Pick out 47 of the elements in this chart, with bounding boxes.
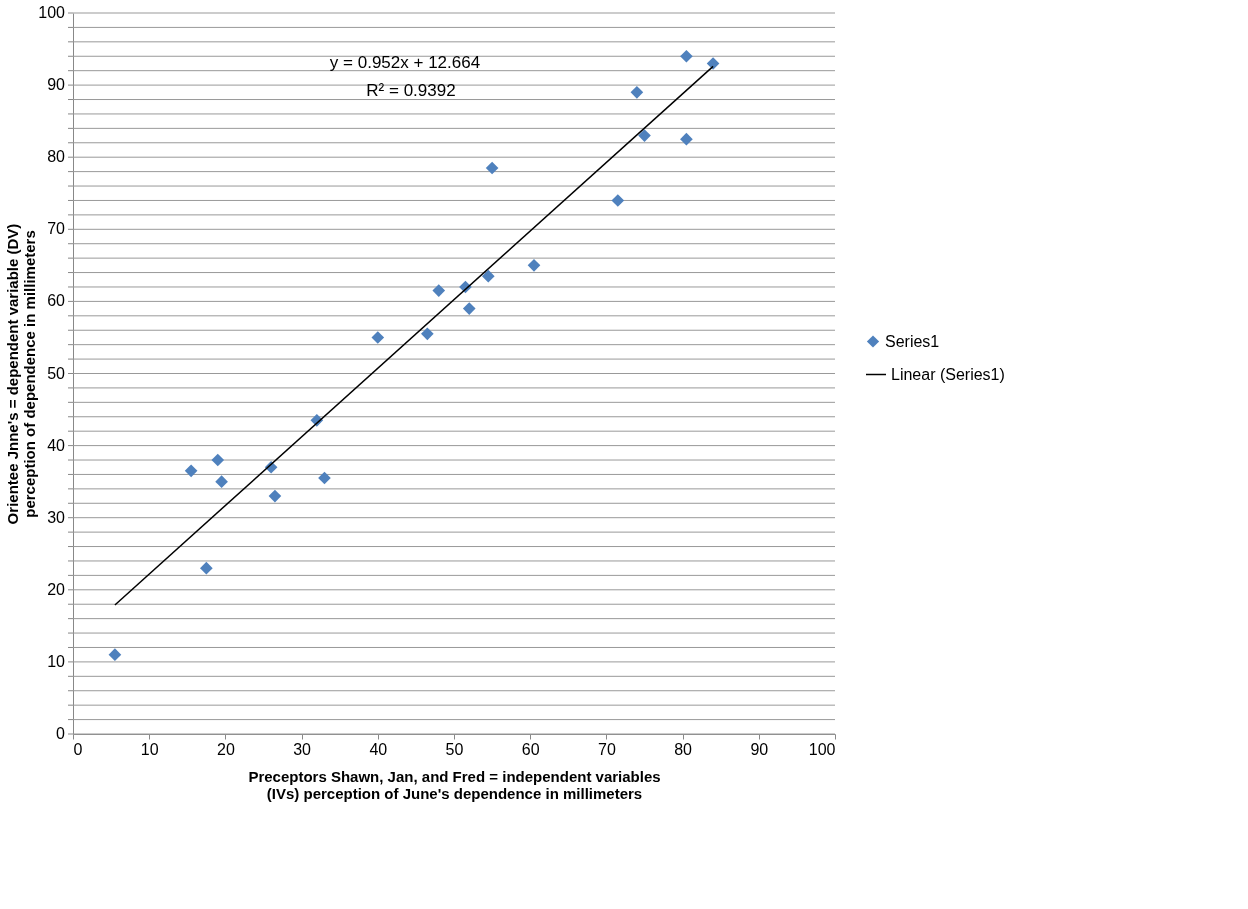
y-tick-label: 0 <box>56 725 66 742</box>
annotation: y = 0.952x + 12.664 <box>329 53 481 72</box>
x-tick-label: 60 <box>521 740 540 758</box>
point <box>211 453 225 467</box>
point <box>200 561 213 575</box>
x-tick-label: 0 <box>73 740 83 758</box>
y-tick-label: 60 <box>47 292 66 310</box>
y-tick-label: 30 <box>47 508 66 526</box>
point <box>680 132 693 146</box>
point <box>371 331 385 344</box>
legend-label: Series1 <box>885 332 940 350</box>
x-tick-label: 20 <box>217 740 235 758</box>
y-tick-label: 80 <box>47 148 66 166</box>
x-tick-label: 50 <box>445 740 464 758</box>
y-axis-title: Orientee Jnne's = dependent variable (DV) perception of dependence in millimeters <box>3 223 38 525</box>
x-axis-title: Preceptors Shawn, Jan, and Fred = independent variables (IVs) perception of June's dependence in millimeters <box>248 767 661 802</box>
point <box>481 269 495 283</box>
point <box>527 259 541 272</box>
point <box>184 464 198 478</box>
x-tick-label: 80 <box>674 740 693 758</box>
y-tick-label: 70 <box>47 220 66 238</box>
point <box>638 129 651 142</box>
x-tick-label: 100 <box>808 740 836 758</box>
point <box>485 161 499 175</box>
legend-label: Linear (Series1) <box>891 365 1005 383</box>
point <box>462 302 476 315</box>
annotation: R² = 0.9392 <box>366 81 456 100</box>
x-tick-label: 40 <box>369 740 388 758</box>
y-tick-label: 50 <box>47 364 66 382</box>
x-tick-label: 30 <box>293 740 312 758</box>
y-tick-label: 40 <box>47 436 66 454</box>
point <box>215 475 228 488</box>
point <box>680 49 693 63</box>
y-tick-label: 90 <box>47 76 66 94</box>
y-tick-label: 100 <box>38 4 66 21</box>
x-tick-label: 10 <box>140 740 159 758</box>
x-tick-label: 70 <box>598 740 616 758</box>
point <box>108 648 122 662</box>
point <box>421 327 434 341</box>
point <box>318 471 331 485</box>
point <box>268 489 282 503</box>
y-tick-label: 10 <box>47 652 66 670</box>
point <box>432 284 446 297</box>
x-tick-label: 90 <box>750 740 769 758</box>
point <box>630 85 644 99</box>
point <box>611 194 625 207</box>
y-tick-label: 20 <box>47 580 66 598</box>
